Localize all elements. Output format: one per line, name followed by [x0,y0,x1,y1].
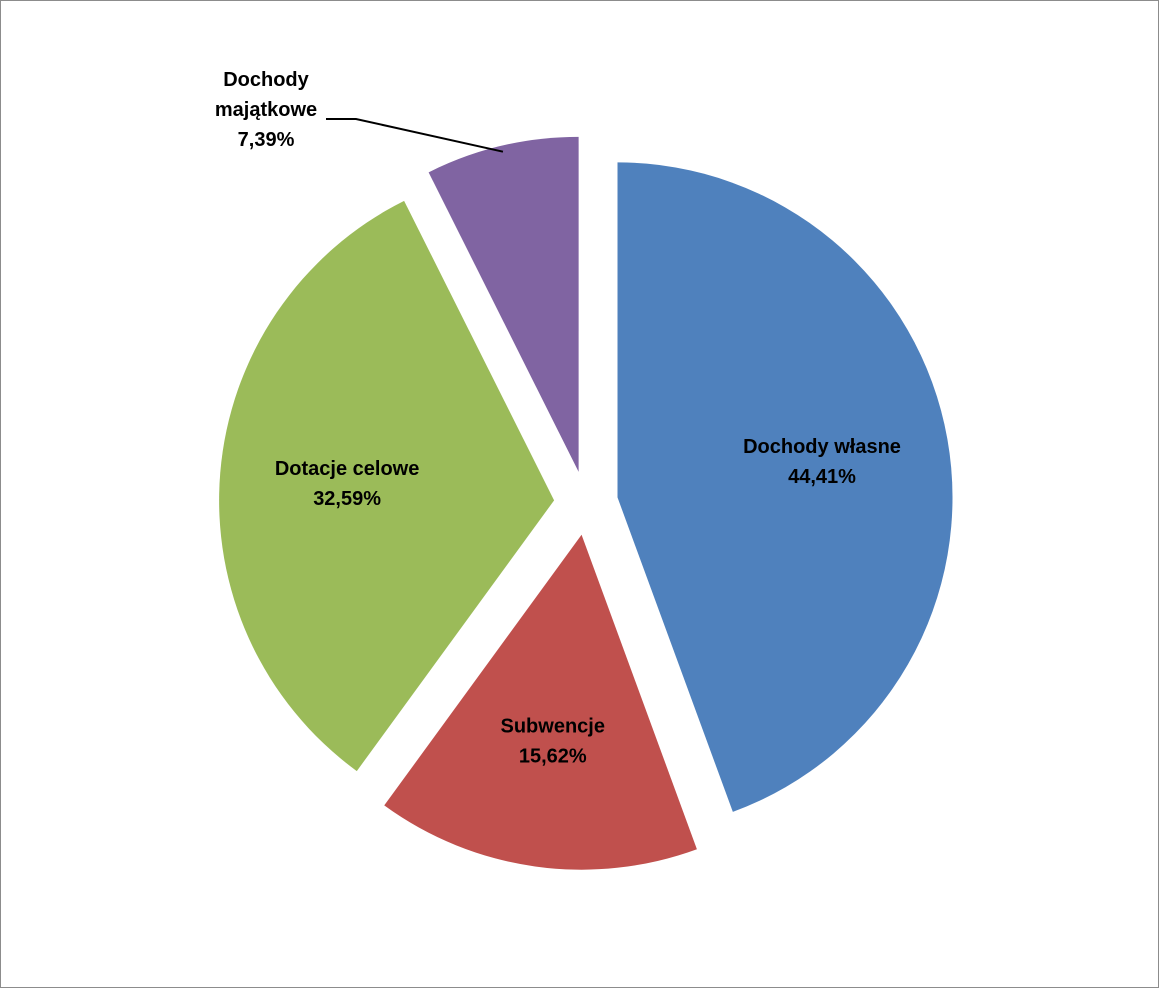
slice-percent: 44,41% [788,466,856,488]
leader-line-dochody-majatkowe [326,118,504,153]
slice-name: Dochody własne [743,436,901,458]
slice-label-dochody-wlasne: Dochody własne 44,41% [743,436,901,488]
slice-label-dochody-majatkowe: Dochody majątkowe 7,39% [215,69,317,151]
slice-percent: 15,62% [519,745,587,767]
slice-name: majątkowe [215,99,317,121]
pie-slices [219,136,953,870]
slice-label-subwencje: Subwencje 15,62% [501,715,605,767]
leader-lines [326,118,504,153]
pie-slice-subwencje [384,534,697,870]
slice-percent: 32,59% [313,488,381,510]
slice-name: Dotacje celowe [275,458,420,480]
slice-percent: 7,39% [238,129,295,151]
slice-label-dotacje-celowe: Dotacje celowe 32,59% [275,458,420,510]
pie-slice-dotacje-celowe [219,200,555,772]
slice-name: Subwencje [501,715,605,737]
slice-labels: Dochody własne 44,41% Subwencje 15,62% Dotac… [215,69,901,767]
pie-slice-dochody-majatkowe [428,136,579,472]
pie-slice-dochody-wlasne [617,162,953,812]
slice-name: Dochody [223,69,309,91]
